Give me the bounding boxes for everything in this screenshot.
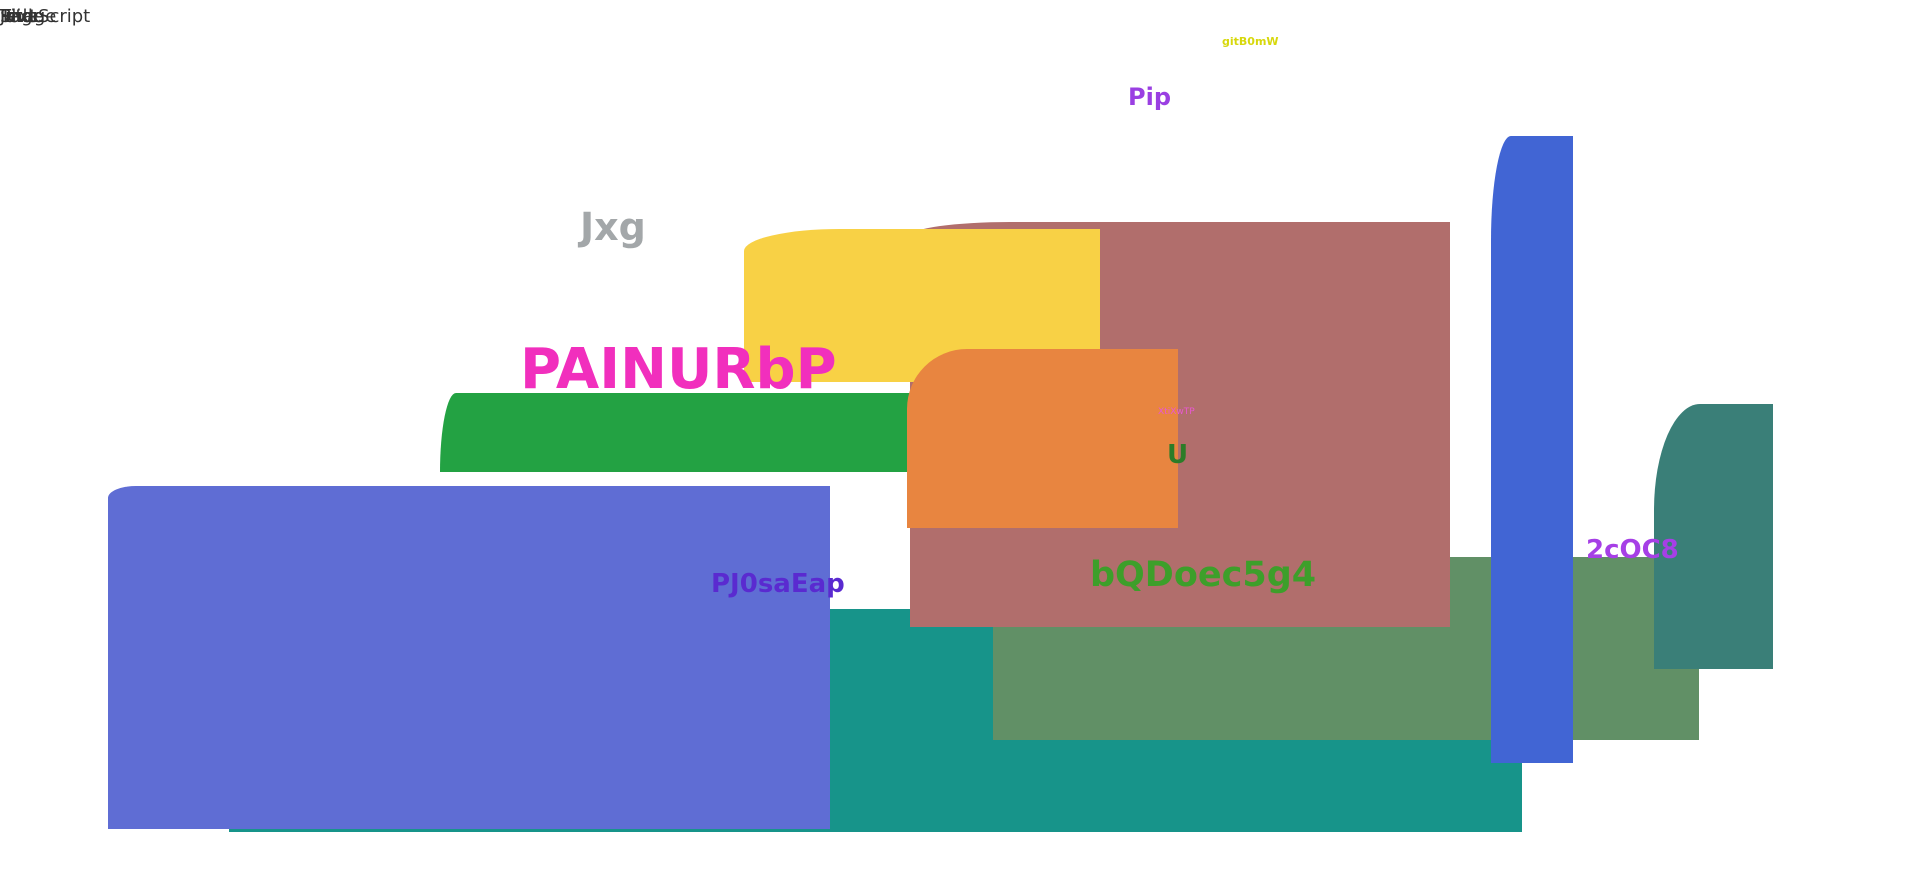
green-rectangle (440, 393, 910, 472)
corner-text-stack: JavaScript Image Page Slide Title Text (0, 8, 90, 28)
pine-rectangle (1654, 404, 1773, 669)
corner-text: JavaScript (0, 6, 91, 27)
corner-text: Page (0, 6, 44, 27)
slate-blue-rectangle (108, 486, 830, 829)
label-gitbomw: gitB0mW (1222, 35, 1279, 48)
label-small: XtiXwTP (1158, 407, 1195, 417)
corner-text: Slide (0, 6, 44, 27)
orange-rectangle (907, 349, 1178, 528)
label-pip: Pip (1128, 83, 1171, 111)
corner-text: Text (0, 6, 37, 27)
royal-blue-bar (1491, 136, 1573, 763)
label-jxg: Jxg (580, 205, 646, 249)
corner-text: Title (0, 6, 39, 27)
label-u: U (1167, 440, 1189, 470)
label-pj0saeap: PJ0saEap (711, 569, 845, 599)
label-bqdoec5g4: bQDoec5g4 (1090, 555, 1317, 595)
label-2coc8: 2cOC8 (1586, 535, 1679, 565)
corner-text: Image (0, 6, 57, 27)
label-painurbp: PAINURbP (520, 337, 837, 402)
